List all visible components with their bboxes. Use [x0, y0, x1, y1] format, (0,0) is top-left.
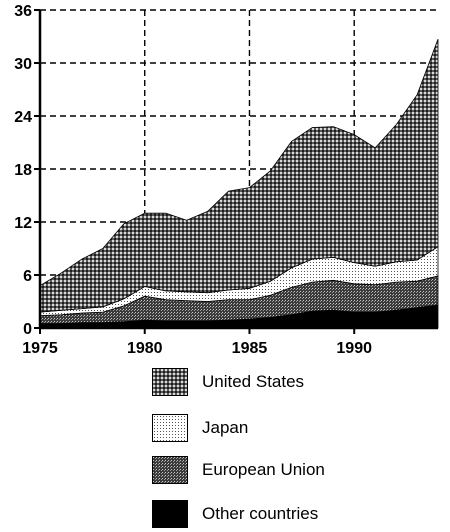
stacked-area-chart: 0 6 12 18 24 30 36 1975 1980 1985 1990: [14, 3, 439, 357]
x-tick-label: 1985: [232, 340, 268, 357]
y-tick-label: 18: [14, 162, 32, 179]
legend: United States Japan European Union Other…: [0, 360, 450, 531]
y-tick-label: 0: [23, 321, 32, 338]
legend-item-united-states: United States: [152, 364, 304, 400]
legend-swatch-other-countries: [152, 500, 188, 528]
y-tick-label: 30: [14, 56, 32, 73]
legend-label: United States: [202, 372, 305, 391]
series-areas: [39, 38, 439, 329]
legend-swatch-european-union: [152, 456, 188, 484]
area-united-states: [39, 38, 439, 313]
legend-item-japan: Japan: [152, 410, 248, 446]
legend-item-other-countries: Other countries: [152, 496, 318, 532]
x-tick-label: 1975: [22, 340, 58, 357]
legend-item-european-union: European Union: [152, 452, 325, 488]
tick-labels: 0 6 12 18 24 30 36 1975 1980 1985 1990: [14, 3, 372, 357]
legend-label: Japan: [202, 418, 249, 437]
y-tick-label: 12: [14, 215, 32, 232]
y-tick-label: 6: [23, 268, 32, 285]
legend-swatch-united-states: [152, 368, 188, 396]
axes: [34, 9, 438, 334]
y-tick-label: 24: [14, 109, 32, 126]
x-tick-label: 1980: [127, 340, 163, 357]
legend-label: European Union: [202, 460, 325, 479]
legend-swatch-japan: [152, 414, 188, 442]
y-tick-label: 36: [14, 3, 32, 20]
x-tick-label: 1990: [336, 340, 372, 357]
legend-label: Other countries: [202, 504, 319, 523]
